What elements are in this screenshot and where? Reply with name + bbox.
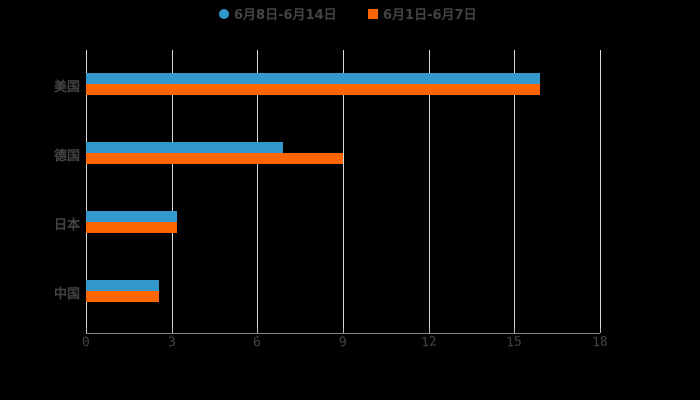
legend-square-icon <box>368 8 378 19</box>
x-tick-label: 9 <box>338 334 348 351</box>
gridline <box>514 50 516 328</box>
legend-item-week2[interactable]: 6月8日-6月14日 <box>219 4 337 23</box>
x-tick-label: 18 <box>591 334 609 351</box>
x-tick-label: 3 <box>167 334 177 351</box>
x-axis-line <box>86 333 600 334</box>
x-tick <box>600 328 601 333</box>
gridline <box>86 50 87 328</box>
bar[interactable] <box>86 211 178 222</box>
legend-label: 6月1日-6月7日 <box>383 8 477 23</box>
bar[interactable] <box>86 84 541 95</box>
category-label: 美国 <box>53 80 80 95</box>
gridline <box>428 50 430 328</box>
bar[interactable] <box>86 142 284 153</box>
legend-circle-icon <box>219 8 229 19</box>
x-tick <box>343 328 344 333</box>
x-tick-label: 12 <box>420 334 438 351</box>
category-label: 中国 <box>53 287 80 302</box>
legend-item-week1[interactable]: 6月1日-6月7日 <box>368 4 477 23</box>
bar[interactable] <box>86 280 159 291</box>
legend-label: 6月8日-6月14日 <box>234 8 337 23</box>
bar[interactable] <box>86 291 159 302</box>
x-tick-label: 0 <box>81 334 91 351</box>
gridline <box>600 50 601 328</box>
category-label: 德国 <box>53 149 80 164</box>
gridline <box>343 50 344 328</box>
x-tick-label: 15 <box>505 334 523 351</box>
bar[interactable] <box>86 73 541 84</box>
x-tick <box>428 328 430 333</box>
bar[interactable] <box>86 222 178 233</box>
bar[interactable] <box>86 153 343 164</box>
x-tick <box>257 328 259 333</box>
x-tick-label: 6 <box>252 334 262 351</box>
gridline <box>171 50 173 328</box>
chart-legend: 6月8日-6月14日 6月1日-6月7日 <box>0 4 700 24</box>
x-tick <box>514 328 516 333</box>
category-label: 日本 <box>53 218 80 233</box>
gridline <box>257 50 259 328</box>
x-tick <box>86 328 87 333</box>
x-tick <box>171 328 173 333</box>
